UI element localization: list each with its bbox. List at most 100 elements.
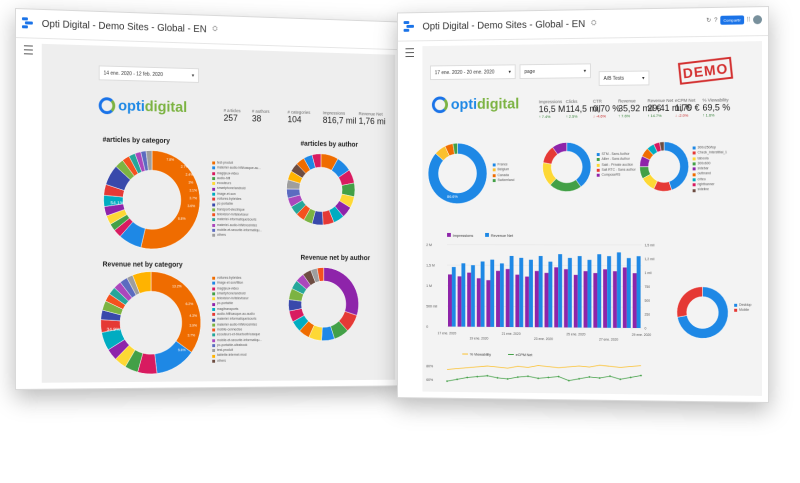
legend-swatch (493, 179, 496, 182)
back-kpi-articles: # articles 257 (224, 108, 241, 123)
bar-revenue (452, 267, 456, 327)
ab-tests-dropdown[interactable]: A/B Tests ▾ (599, 71, 650, 86)
device-legend: Desktop Mobile (734, 303, 751, 314)
brand-wordmark: optidigital (451, 96, 519, 113)
legend-swatch (212, 193, 215, 196)
viewability-line (447, 364, 641, 372)
size-legend: 300x250/top Check_Interstitial_1 taboola 30… (693, 145, 727, 193)
legend-label: Switzerland (498, 178, 515, 183)
back-section-revenue-author: Revenue net by author (301, 255, 371, 262)
legend-label: Impressions (453, 233, 473, 238)
bar-revenue (627, 258, 631, 328)
back-canvas: 14 ene. 2020 - 12 feb. 2020 ▾ optidigital… (42, 44, 395, 383)
legend-swatch (212, 198, 215, 201)
legend-swatch (212, 313, 215, 316)
legend-swatch (597, 169, 600, 172)
size-donut (638, 140, 691, 194)
kpi-delta: ↑ 7.4% (539, 114, 566, 119)
y2-tick-label: 1,2 mil (645, 257, 655, 261)
front-date-range-dropdown[interactable]: 17 ene. 2020 - 20 ene. 2020 ▾ (430, 64, 516, 80)
refresh-icon[interactable]: ↻ (706, 17, 711, 24)
data-label: 6.2% (186, 302, 194, 306)
legend-item: Mobile (734, 308, 751, 313)
legend-swatch (597, 164, 600, 167)
data-label: 7.8% (166, 158, 174, 162)
legend-label: eCPM Net (516, 353, 533, 357)
legend-swatch (212, 287, 215, 290)
back-date-range-dropdown[interactable]: 14 ene. 2020 - 12 feb. 2020 ▾ (99, 65, 199, 83)
data-label: 13.2% (172, 284, 181, 288)
apps-icon[interactable]: ⁞⁞ (747, 17, 750, 23)
bar-impressions (593, 273, 597, 328)
ecpm-point (599, 377, 601, 379)
legend-swatch (693, 162, 696, 165)
data-label: 3.9% (189, 324, 197, 328)
ecpm-point (578, 378, 580, 380)
ecpm-point (507, 378, 509, 380)
header-actions: ↻ ? Compartir ⁞⁞ (706, 15, 762, 25)
ecpm-point (548, 377, 550, 379)
legend-swatch (447, 233, 451, 237)
data-label: 3.1% (189, 188, 197, 192)
geo-donut: 86.6% (426, 141, 489, 206)
legend-swatch (212, 292, 215, 295)
bar-impressions (515, 275, 519, 327)
bar-revenue (558, 254, 562, 327)
page-filter-dropdown[interactable]: page ▾ (520, 63, 591, 79)
bar-impressions (448, 274, 452, 326)
legend-swatch (212, 334, 215, 337)
share-button[interactable]: Compartir (720, 15, 743, 24)
bar-impressions (496, 271, 500, 327)
legend-label: sideline (698, 188, 709, 193)
y-tick-label: 0 (426, 325, 428, 329)
gridline (447, 327, 642, 328)
y2-tick-label: 500 (645, 299, 651, 303)
data-label: 2.4% (186, 173, 194, 177)
legend-swatch (212, 277, 215, 280)
ecpm-point (568, 380, 570, 382)
legend-swatch (212, 339, 215, 342)
x-tick-label: 23 ene. 2020 (534, 337, 553, 341)
bar-impressions (564, 269, 568, 327)
bar-revenue (461, 263, 465, 326)
legend-swatch (693, 147, 696, 150)
front-brand-logo: optidigital (432, 96, 519, 113)
avatar[interactable] (753, 15, 762, 24)
page-filter-value: page (524, 69, 535, 75)
legend-swatch (597, 153, 600, 156)
legend-swatch (693, 168, 696, 171)
legend-label: Mobile (739, 308, 749, 313)
legend-swatch (212, 182, 215, 185)
legend-swatch (597, 174, 600, 177)
back-report-title[interactable]: Opti Digital - Demo Sites - Global - EN (42, 18, 207, 34)
y-tick-label: 1 M (426, 284, 432, 288)
front-report-title[interactable]: Opti Digital - Demo Sites - Global - EN (422, 19, 585, 32)
chevron-down-icon: ▾ (584, 68, 586, 74)
legend-label: % Viewability (470, 353, 491, 357)
bar-revenue (637, 256, 641, 328)
legend-swatch (212, 344, 215, 347)
back-donut-articles-category: 54.1%7.8%2.7%2.4%3%3.1%3.7%3.6%6.8% (99, 145, 205, 255)
chevron-down-icon: ▾ (642, 75, 644, 81)
ecpm-point (609, 375, 611, 377)
legend-swatch (212, 298, 215, 301)
legend-swatch (734, 304, 737, 307)
kpi-value: 0,70 % (593, 103, 620, 113)
legend-item: others (212, 358, 262, 363)
legend-swatch (212, 177, 215, 180)
bar-revenue (578, 256, 582, 327)
menu-icon[interactable] (405, 48, 413, 57)
bar-revenue (471, 265, 475, 327)
bar-impressions (535, 271, 539, 327)
ecpm-point (517, 376, 519, 378)
legend-swatch (693, 173, 696, 176)
x-tick-label: 29 ene. 2020 (632, 333, 651, 337)
legend-label: others (217, 233, 226, 238)
help-icon[interactable]: ? (714, 17, 717, 23)
menu-icon[interactable] (24, 45, 33, 54)
kpi-ctr: CTR 0,70 % ↓ -4.6% (593, 99, 620, 119)
legend-swatch (212, 213, 215, 216)
legend-swatch (212, 203, 215, 206)
ecpm-point (537, 377, 539, 379)
back-kpi-revenue: Revenue Net 1,76 mi (359, 111, 386, 126)
